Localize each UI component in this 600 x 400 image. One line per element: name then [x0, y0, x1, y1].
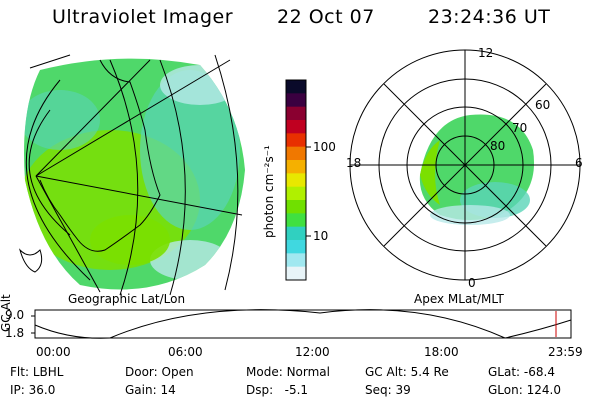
- timeline-xtick-0000: 00:00: [36, 345, 71, 359]
- timeline-xtick-2359: 23:59: [548, 345, 583, 359]
- colorbar-band: [286, 226, 306, 241]
- status-filter: Flt: LBHL: [10, 365, 64, 379]
- status-seq: Seq: 39: [365, 383, 411, 397]
- colorbar-band: [286, 80, 306, 94]
- status-ip: IP: 36.0: [10, 383, 56, 397]
- status-mode: Mode: Normal: [246, 365, 330, 379]
- altitude-curve: [34, 309, 572, 339]
- timeline-xtick-1200: 12:00: [295, 345, 330, 359]
- status-glat: GLat: -68.4: [488, 365, 555, 379]
- geo-grid-lines: [25, 54, 243, 296]
- lat-label-80: 80: [490, 139, 506, 153]
- colorbar-tick-10: 10: [313, 229, 329, 243]
- status-dsp: Dsp: -5.1: [246, 383, 309, 397]
- colorbar-band: [286, 106, 306, 121]
- mlt-label-6: 6: [575, 156, 583, 170]
- mlt-label-12: 12: [478, 46, 494, 60]
- observation-date: 22 Oct 07: [277, 6, 375, 28]
- geo-map-label: Geographic Lat/Lon: [68, 292, 186, 306]
- colorbar-band: [286, 213, 306, 228]
- lat-label-60: 60: [535, 98, 551, 112]
- colorbar-band: [286, 160, 306, 174]
- timeline-ytick-max: 9.0: [5, 308, 25, 322]
- timeline-xtick-1800: 18:00: [424, 345, 459, 359]
- status-glon: GLon: 124.0: [488, 383, 561, 397]
- island-outline: [19, 248, 43, 273]
- lat-label-70: 70: [512, 121, 528, 135]
- colorbar-band: [286, 173, 306, 188]
- auroral-oval-bright: [420, 140, 440, 205]
- mlt-label-0: 0: [468, 276, 476, 290]
- colorbar-band: [286, 93, 306, 108]
- timeline-ytick-min: 1.8: [5, 326, 25, 340]
- colorbar-band: [286, 146, 306, 161]
- instrument-title: Ultraviolet Imager: [52, 6, 234, 28]
- polar-plot-label: Apex MLat/MLT: [414, 292, 504, 306]
- colorbar-band: [286, 253, 306, 268]
- colorbar-band: [286, 200, 306, 214]
- timeline-xtick-0600: 06:00: [168, 345, 203, 359]
- mlt-label-18: 18: [346, 156, 362, 170]
- colorbar-band: [286, 120, 306, 134]
- colorbar-band: [286, 240, 306, 254]
- observation-time: 23:24:36 UT: [428, 6, 551, 28]
- status-gc-alt: GC Alt: 5.4 Re: [365, 365, 449, 379]
- colorbar-band: [286, 266, 306, 281]
- coastline: [39, 59, 161, 252]
- status-gain: Gain: 14: [125, 383, 176, 397]
- colorbar-band: [286, 133, 306, 148]
- colorbar-tick-100: 100: [313, 140, 336, 154]
- colorbar-band: [286, 186, 306, 201]
- polar-grid: [349, 49, 581, 281]
- status-door: Door: Open: [125, 365, 194, 379]
